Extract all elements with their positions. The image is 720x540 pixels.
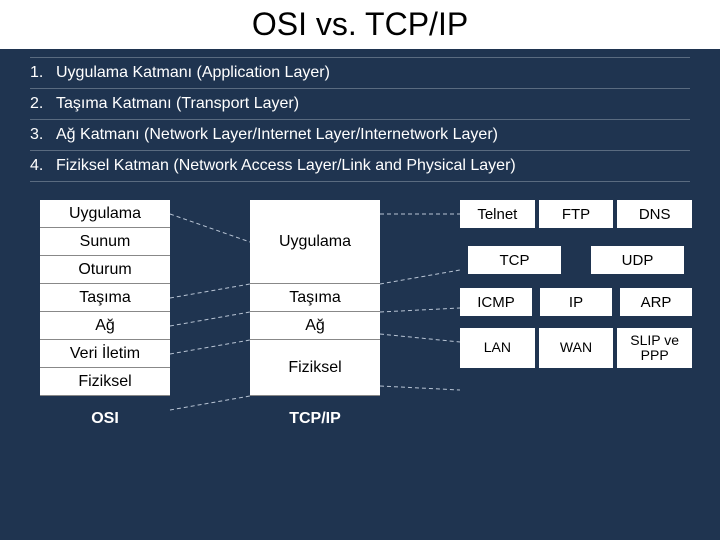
protocol-row: TCP UDP (460, 246, 692, 274)
tcpip-layer: Uygulama (250, 200, 380, 284)
list-text: Taşıma Katmanı (Transport Layer) (56, 95, 299, 113)
tcpip-column: Uygulama Taşıma Ağ Fiziksel TCP/IP (250, 200, 380, 428)
protocols-column: Telnet FTP DNS TCP UDP ICMP IP ARP LAN W… (460, 200, 692, 378)
osi-layer: Sunum (40, 228, 170, 256)
osi-layer: Oturum (40, 256, 170, 284)
osi-layer: Taşıma (40, 284, 170, 312)
list-number: 3. (30, 126, 56, 144)
protocol-row: Telnet FTP DNS (460, 200, 692, 228)
osi-label: OSI (40, 410, 170, 428)
list-text: Ağ Katmanı (Network Layer/Internet Layer… (56, 126, 498, 144)
osi-layer: Veri İletim (40, 340, 170, 368)
list-number: 4. (30, 157, 56, 175)
protocol-cell: IP (540, 288, 612, 316)
list-item: 3. Ağ Katmanı (Network Layer/Internet La… (30, 119, 690, 150)
protocol-cell: LAN (460, 328, 535, 368)
tcpip-layer: Taşıma (250, 284, 380, 312)
protocol-cell: TCP (468, 246, 561, 274)
list-item: 1. Uygulama Katmanı (Application Layer) (30, 57, 690, 88)
protocol-cell: UDP (591, 246, 684, 274)
list-text: Fiziksel Katman (Network Access Layer/Li… (56, 157, 516, 175)
protocol-cell: ARP (620, 288, 692, 316)
list-item: 4. Fiziksel Katman (Network Access Layer… (30, 150, 690, 182)
osi-layer: Ağ (40, 312, 170, 340)
osi-layer: Fiziksel (40, 368, 170, 396)
protocol-cell: ICMP (460, 288, 532, 316)
list-item: 2. Taşıma Katmanı (Transport Layer) (30, 88, 690, 119)
osi-layer: Uygulama (40, 200, 170, 228)
numbered-list: 1. Uygulama Katmanı (Application Layer) … (0, 49, 720, 186)
protocol-row: LAN WAN SLIP ve PPP (460, 328, 692, 368)
protocol-cell: FTP (539, 200, 614, 228)
tcpip-layer: Fiziksel (250, 340, 380, 396)
protocol-cell: WAN (539, 328, 614, 368)
tcpip-layer: Ağ (250, 312, 380, 340)
protocol-cell: SLIP ve PPP (617, 328, 692, 368)
page-title: OSI vs. TCP/IP (0, 0, 720, 49)
list-number: 1. (30, 64, 56, 82)
diagram-area: Uygulama Sunum Oturum Taşıma Ağ Veri İle… (0, 186, 720, 486)
list-text: Uygulama Katmanı (Application Layer) (56, 64, 330, 82)
list-number: 2. (30, 95, 56, 113)
tcpip-label: TCP/IP (250, 410, 380, 428)
osi-column: Uygulama Sunum Oturum Taşıma Ağ Veri İle… (40, 200, 170, 428)
protocol-cell: Telnet (460, 200, 535, 228)
protocol-cell: DNS (617, 200, 692, 228)
protocol-row: ICMP IP ARP (460, 288, 692, 316)
